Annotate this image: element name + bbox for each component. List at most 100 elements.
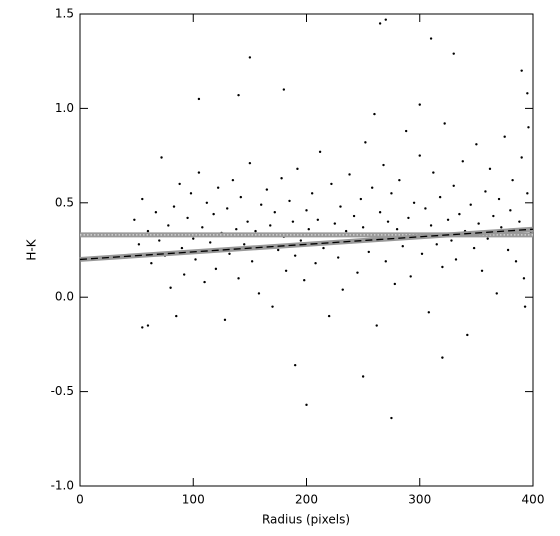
data-point: [246, 220, 249, 223]
data-point: [175, 314, 178, 318]
data-point: [310, 192, 314, 195]
data-point: [180, 246, 184, 250]
data-point: [299, 239, 303, 242]
data-point: [352, 214, 356, 218]
data-point: [361, 226, 365, 229]
y-tick-label: 0.0: [55, 290, 74, 304]
plot-frame: [79, 13, 534, 487]
data-point: [359, 197, 363, 201]
data-point: [404, 129, 408, 133]
data-point: [333, 222, 337, 225]
data-point: [407, 216, 410, 220]
data-point: [341, 288, 344, 291]
data-point: [250, 260, 254, 263]
x-axis-label: Radius (pixels): [262, 513, 350, 527]
data-point: [446, 218, 450, 221]
data-point: [316, 218, 320, 221]
data-point: [390, 416, 393, 420]
data-point: [167, 224, 170, 227]
fit-line-pattern: [79, 228, 534, 261]
data-point: [254, 229, 257, 233]
data-point: [344, 229, 348, 233]
data-point: [291, 220, 295, 223]
data-point: [526, 92, 529, 95]
y-axis-label: H-K: [25, 238, 39, 260]
data-point: [146, 324, 150, 327]
data-point: [398, 178, 401, 182]
data-point: [518, 220, 521, 223]
data-point: [322, 246, 325, 250]
data-point: [503, 135, 506, 138]
data-point: [189, 192, 193, 195]
data-point: [192, 237, 195, 240]
data-point: [386, 220, 390, 223]
data-point: [303, 279, 306, 282]
x-tick-label: 0: [76, 493, 84, 507]
data-point: [216, 186, 220, 189]
data-point: [412, 201, 416, 204]
data-point: [284, 269, 288, 272]
data-point: [429, 224, 433, 227]
data-point: [205, 201, 209, 204]
data-point: [239, 195, 243, 199]
x-tick-label: 100: [182, 493, 205, 507]
data-point: [506, 248, 510, 252]
y-tick-label: 1.0: [55, 101, 74, 115]
data-point: [141, 326, 144, 329]
data-point: [273, 211, 276, 214]
data-point: [146, 229, 150, 233]
data-point: [235, 228, 238, 231]
data-point: [452, 184, 455, 188]
data-point: [237, 93, 240, 97]
data-point: [305, 403, 308, 407]
data-point: [314, 262, 317, 265]
data-point: [393, 282, 397, 286]
data-point: [384, 260, 387, 263]
data-point: [469, 203, 472, 206]
data-point: [339, 205, 342, 208]
data-point: [172, 205, 176, 208]
data-point: [158, 239, 161, 242]
data-point: [276, 248, 280, 252]
data-point: [293, 254, 297, 257]
data-point: [477, 222, 480, 225]
data-point: [223, 318, 227, 322]
data-point: [169, 286, 172, 289]
data-point: [212, 212, 215, 216]
data-point: [182, 273, 186, 276]
data-point: [420, 252, 424, 255]
data-point: [203, 280, 206, 284]
data-point: [454, 258, 458, 261]
data-point: [265, 188, 269, 191]
data-point: [523, 305, 527, 308]
data-point: [194, 258, 197, 261]
y-tick-label: 0.5: [55, 195, 74, 209]
data-point: [150, 262, 153, 265]
data-point: [293, 363, 297, 367]
data-point: [495, 292, 498, 295]
data-point: [178, 182, 181, 186]
data-point: [197, 97, 201, 101]
data-point: [257, 292, 261, 295]
data-point: [248, 161, 252, 165]
data-point: [509, 209, 512, 212]
data-point: [201, 226, 204, 229]
data-point: [378, 211, 382, 214]
data-point: [450, 239, 453, 242]
x-tick-label: 200: [295, 493, 318, 507]
data-point: [348, 173, 351, 176]
data-point: [461, 160, 464, 163]
data-point: [424, 207, 427, 210]
data-point: [401, 245, 404, 248]
data-point: [305, 209, 308, 212]
data-point: [154, 211, 158, 214]
data-point: [133, 218, 136, 221]
data-point: [466, 333, 469, 337]
data-point: [384, 18, 387, 21]
data-point: [390, 192, 393, 195]
data-point: [160, 156, 163, 159]
data-point: [296, 167, 299, 171]
data-point: [443, 122, 446, 125]
data-point: [186, 216, 189, 220]
